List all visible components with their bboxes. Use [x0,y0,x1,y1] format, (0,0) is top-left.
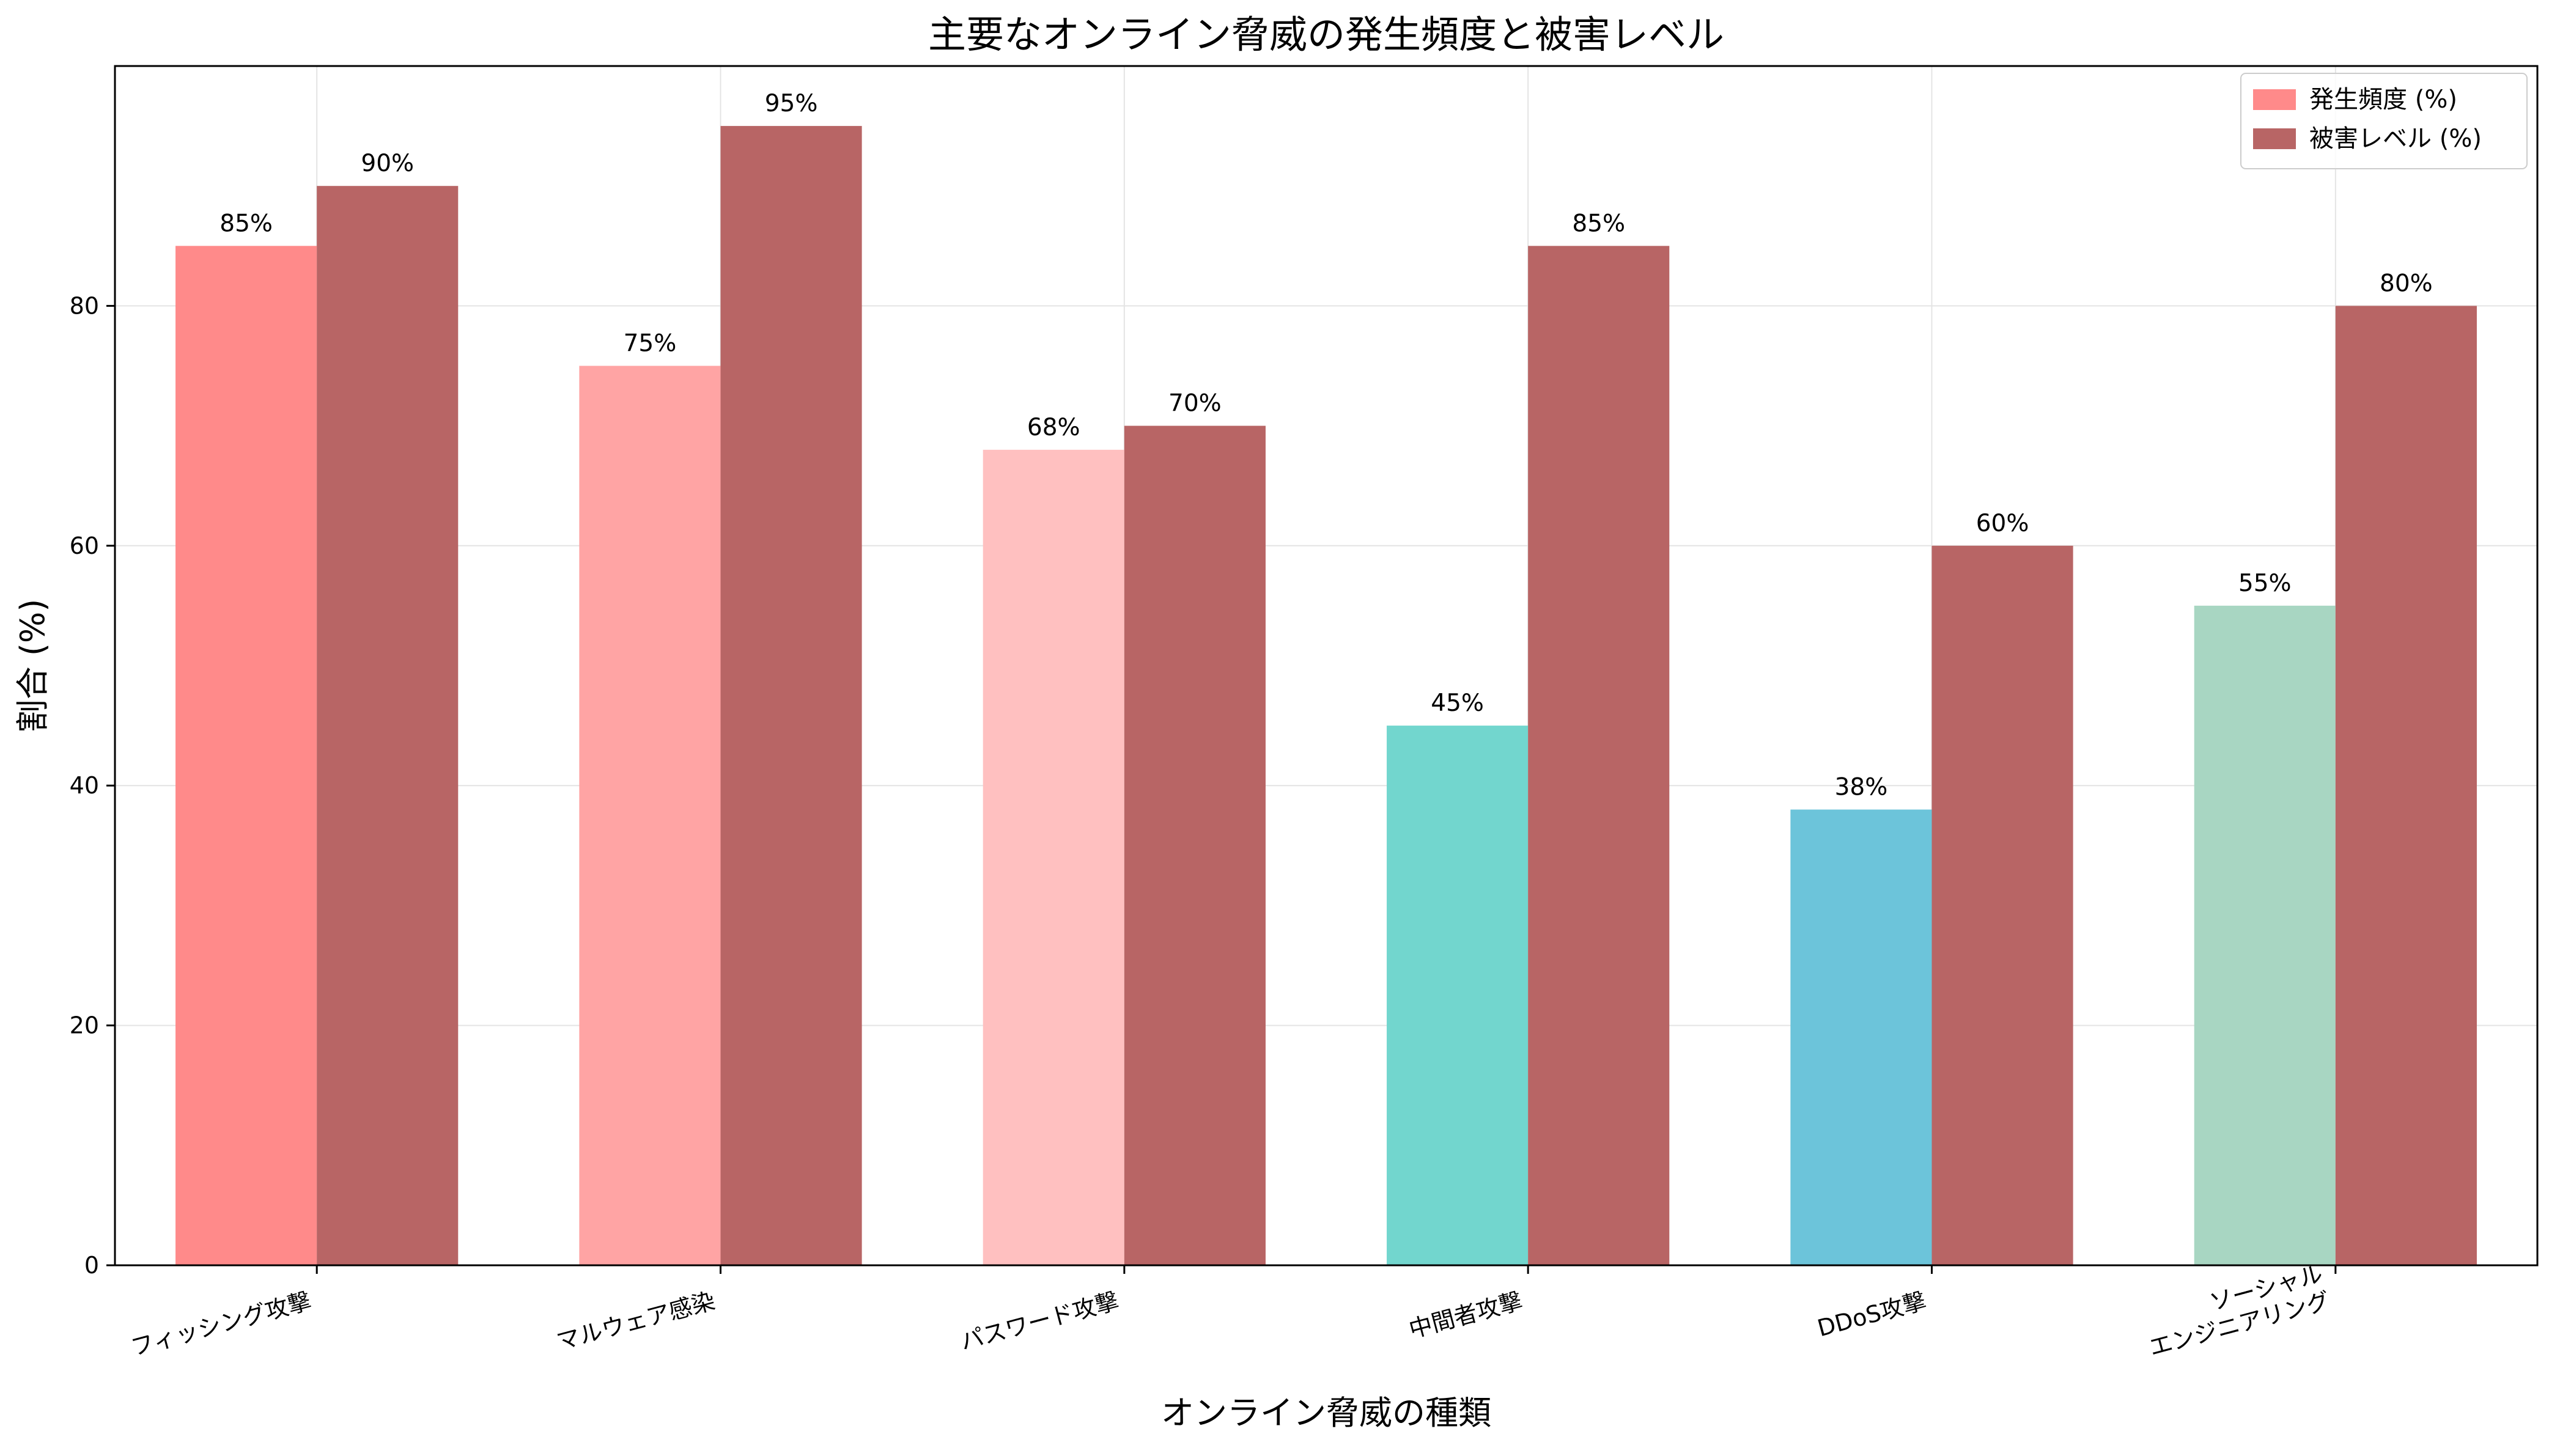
bar-value-label: 90% [361,150,414,177]
bar-damage [317,186,459,1266]
legend-box [2240,73,2528,169]
bar-frequency [2194,605,2336,1265]
y-tick-label: 80 [70,292,99,319]
y-tick-label: 20 [70,1012,99,1039]
bar-frequency [1387,726,1529,1265]
legend-label: 発生頻度 (%) [2309,86,2457,114]
bar-damage [2335,306,2477,1265]
legend-swatch [2253,128,2296,149]
bar-damage [1528,246,1670,1265]
bar-value-label: 70% [1168,390,1222,417]
y-tick-label: 60 [70,532,99,559]
legend: 発生頻度 (%) 被害レベル (%) [2240,73,2528,169]
bar-value-label: 80% [2380,270,2433,297]
y-tick-label: 40 [70,772,99,799]
bar-damage [1124,425,1266,1265]
bars [175,126,2477,1266]
bar-value-label: 45% [1431,689,1484,717]
bar-value-label: 60% [1976,510,2029,537]
bar-value-label: 68% [1027,414,1080,441]
bar-value-label: 85% [1572,210,1625,237]
bar-value-label: 85% [219,210,273,237]
x-axis-title: オンライン脅威の種類 [1161,1394,1491,1432]
bar-value-label: 95% [765,90,818,117]
y-axis: 0 20 40 60 80 [70,292,115,1279]
bar-value-label: 55% [2238,570,2292,597]
chart-title: 主要なオンライン脅威の発生頻度と被害レベル [928,12,1724,57]
bar-frequency [175,246,317,1265]
bar-labels: 85% 75% 68% 45% 38% 55% 90% 95% 70% 85% 60% 80% [219,90,2432,801]
bar-value-label: 75% [624,330,677,358]
bar-damage [1931,545,2073,1265]
y-tick-label: 0 [84,1252,99,1279]
y-axis-title: 割合 (%) [13,599,52,733]
legend-label: 被害レベル (%) [2309,125,2482,153]
bar-value-label: 38% [1835,773,1888,801]
plot-frame [114,65,2539,1267]
bar-frequency [1790,809,1932,1265]
bar-frequency [983,449,1124,1265]
bar-damage [720,126,862,1266]
bar-frequency [579,366,721,1265]
legend-swatch [2253,89,2296,110]
